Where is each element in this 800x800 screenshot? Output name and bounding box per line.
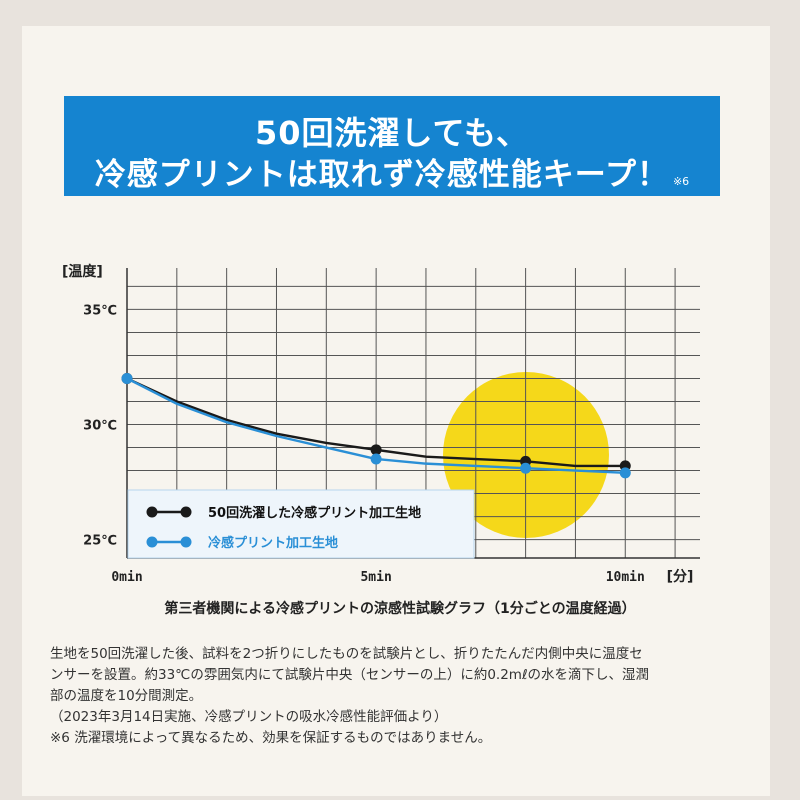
- headline-banner: 50回洗濯しても、 冷感プリントは取れず冷感性能キープ！ ※6: [64, 96, 720, 196]
- test-description: 生地を50回洗濯した後、試料を2つ折りにしたものを試験片とし、折りたたんだ内側中…: [50, 644, 770, 749]
- data-point: [370, 453, 382, 465]
- description-line: （2023年3月14日実施、冷感プリントの吸水冷感性能評価より）: [50, 709, 448, 725]
- y-tick-label: 25℃: [83, 534, 117, 549]
- x-axis-label: [分]: [667, 569, 694, 585]
- headline-line-2: 冷感プリントは取れず冷感性能キープ！ ※6: [64, 149, 720, 194]
- chart-caption: 第三者機関による冷感プリントの涼感性試験グラフ（1分ごとの温度経過）: [164, 601, 636, 617]
- description-line: ※6 洗濯環境によって異なるため、効果を保証するものではありません。: [50, 730, 492, 746]
- footnote-marker: ※6: [672, 175, 690, 188]
- headline-line-2-text: 冷感プリントは取れず冷感性能キープ！: [94, 157, 669, 193]
- description-line: 部の温度を10分間測定。: [50, 688, 203, 704]
- description-line: 生地を50回洗濯した後、試料を2つ折りにしたものを試験片とし、折りたたんだ内側中…: [50, 646, 643, 662]
- data-point: [370, 444, 382, 456]
- legend-label: 冷感プリント加工生地: [208, 535, 338, 551]
- data-point: [121, 372, 133, 384]
- headline-line-1: 50回洗濯しても、: [254, 114, 529, 152]
- legend-label: 50回洗濯した冷感プリント加工生地: [208, 505, 421, 521]
- data-point: [520, 462, 532, 474]
- legend-marker: [180, 506, 192, 518]
- legend-marker: [180, 536, 192, 548]
- x-tick-label: 0min: [111, 570, 142, 585]
- y-tick-label: 30℃: [83, 419, 117, 434]
- y-axis-label: [温度]: [62, 263, 103, 280]
- legend-marker: [146, 506, 158, 518]
- y-tick-label: 35℃: [83, 303, 117, 318]
- legend-marker: [146, 536, 158, 548]
- description-line: ンサーを設置。約33℃の雰囲気内にて試験片中央（センサーの上）に約0.2mℓの水…: [50, 667, 650, 683]
- x-tick-label: 10min: [606, 570, 645, 585]
- x-tick-label: 5min: [360, 570, 391, 585]
- data-point: [619, 467, 631, 479]
